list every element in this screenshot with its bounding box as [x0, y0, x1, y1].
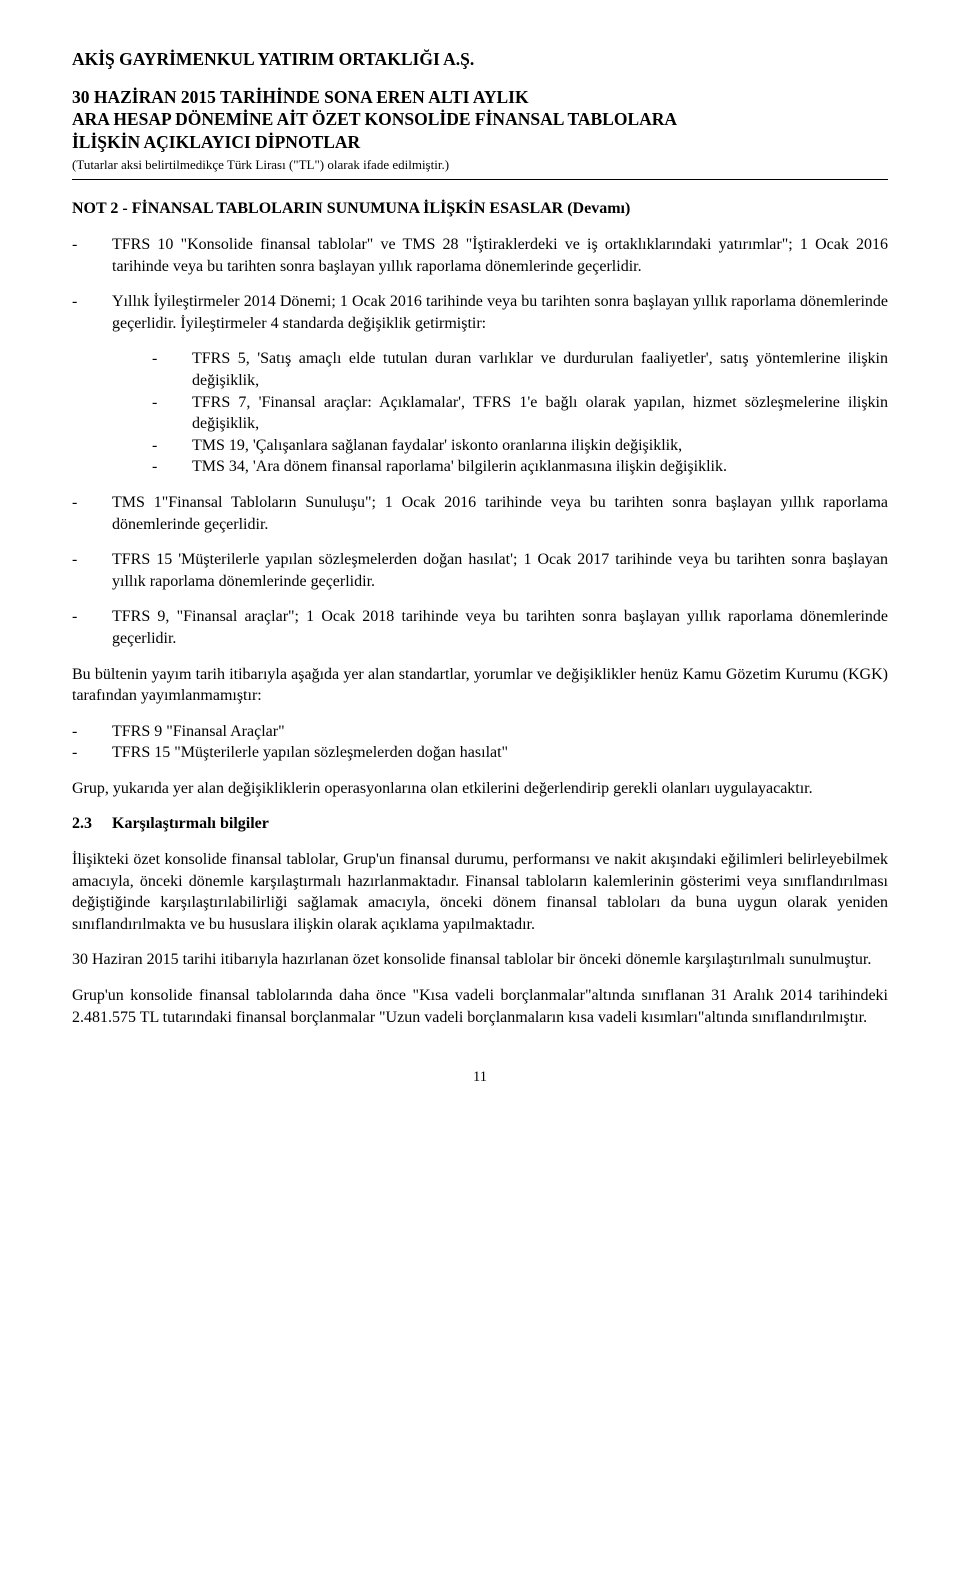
nested-bullet-item: - TFRS 7, 'Finansal araçlar: Açıklamalar…	[152, 392, 888, 435]
header-line-3: İLİŞKİN AÇIKLAYICI DİPNOTLAR	[72, 131, 888, 154]
section-title: NOT 2 - FİNANSAL TABLOLARIN SUNUMUNA İLİ…	[72, 198, 888, 220]
paragraph-bulletin: Bu bültenin yayım tarih itibarıyla aşağı…	[72, 664, 888, 707]
bullet-item: - Yıllık İyileştirmeler 2014 Dönemi; 1 O…	[72, 291, 888, 334]
bullet-dash: -	[72, 721, 112, 743]
nested-bullet-item: - TMS 34, 'Ara dönem finansal raporlama'…	[152, 456, 888, 478]
bullet-item: - TFRS 9, "Finansal araçlar"; 1 Ocak 201…	[72, 606, 888, 649]
bullet-text: TFRS 15 'Müşterilerle yapılan sözleşmele…	[112, 549, 888, 592]
bullet-text: TFRS 9 "Finansal Araçlar"	[112, 721, 888, 743]
bullet-item: - TFRS 9 "Finansal Araçlar"	[72, 721, 888, 743]
nested-bullet-text: TFRS 7, 'Finansal araçlar: Açıklamalar',…	[192, 392, 888, 435]
nested-bullet-text: TFRS 5, 'Satış amaçlı elde tutulan duran…	[192, 348, 888, 391]
paragraph-23-1: İlişikteki özet konsolide finansal tablo…	[72, 849, 888, 935]
bullet-dash: -	[72, 742, 112, 764]
bullet-item: - TMS 1"Finansal Tabloların Sunuluşu"; 1…	[72, 492, 888, 535]
header-divider	[72, 179, 888, 180]
bullet-dash: -	[152, 456, 192, 478]
bullet-dash: -	[152, 392, 192, 435]
nested-bullet-text: TMS 19, 'Çalışanlara sağlanan faydalar' …	[192, 435, 888, 457]
bullet-dash: -	[72, 291, 112, 334]
bullet-item: - TFRS 10 "Konsolide finansal tablolar" …	[72, 234, 888, 277]
nested-bullet-list: - TFRS 5, 'Satış amaçlı elde tutulan dur…	[112, 348, 888, 478]
bullet-text: TFRS 9, "Finansal araçlar"; 1 Ocak 2018 …	[112, 606, 888, 649]
header-line-1: 30 HAZİRAN 2015 TARİHİNDE SONA EREN ALTI…	[72, 86, 888, 109]
header-line-2: ARA HESAP DÖNEMİNE AİT ÖZET KONSOLİDE Fİ…	[72, 108, 888, 131]
bullet-text: TFRS 10 "Konsolide finansal tablolar" ve…	[112, 234, 888, 277]
paragraph-group: Grup, yukarıda yer alan değişikliklerin …	[72, 778, 888, 800]
bullet-dash: -	[72, 492, 112, 535]
document-header: 30 HAZİRAN 2015 TARİHİNDE SONA EREN ALTI…	[72, 86, 888, 174]
bullet-item: - TFRS 15 'Müşterilerle yapılan sözleşme…	[72, 549, 888, 592]
paragraph-23-3: Grup'un konsolide finansal tablolarında …	[72, 985, 888, 1028]
bullet-text: TFRS 15 "Müşterilerle yapılan sözleşmele…	[112, 742, 888, 764]
subsection-number: 2.3	[72, 813, 112, 835]
bullet-item: - TFRS 15 "Müşterilerle yapılan sözleşme…	[72, 742, 888, 764]
bullet-text: TMS 1"Finansal Tabloların Sunuluşu"; 1 O…	[112, 492, 888, 535]
nested-bullet-item: - TMS 19, 'Çalışanlara sağlanan faydalar…	[152, 435, 888, 457]
nested-bullet-item: - TFRS 5, 'Satış amaçlı elde tutulan dur…	[152, 348, 888, 391]
bullet-dash: -	[72, 606, 112, 649]
bullet-text: Yıllık İyileştirmeler 2014 Dönemi; 1 Oca…	[112, 291, 888, 334]
bullet-dash: -	[72, 234, 112, 277]
paragraph-23-2: 30 Haziran 2015 tarihi itibarıyla hazırl…	[72, 949, 888, 971]
nested-bullet-text: TMS 34, 'Ara dönem finansal raporlama' b…	[192, 456, 888, 478]
subsection-heading: 2.3 Karşılaştırmalı bilgiler	[72, 813, 888, 835]
header-note: (Tutarlar aksi belirtilmedikçe Türk Lira…	[72, 156, 888, 174]
page-number: 11	[72, 1068, 888, 1088]
bullet-dash: -	[152, 435, 192, 457]
bullet-dash: -	[152, 348, 192, 391]
bullet-dash: -	[72, 549, 112, 592]
subsection-title: Karşılaştırmalı bilgiler	[112, 813, 269, 835]
company-title: AKİŞ GAYRİMENKUL YATIRIM ORTAKLIĞI A.Ş.	[72, 48, 888, 72]
